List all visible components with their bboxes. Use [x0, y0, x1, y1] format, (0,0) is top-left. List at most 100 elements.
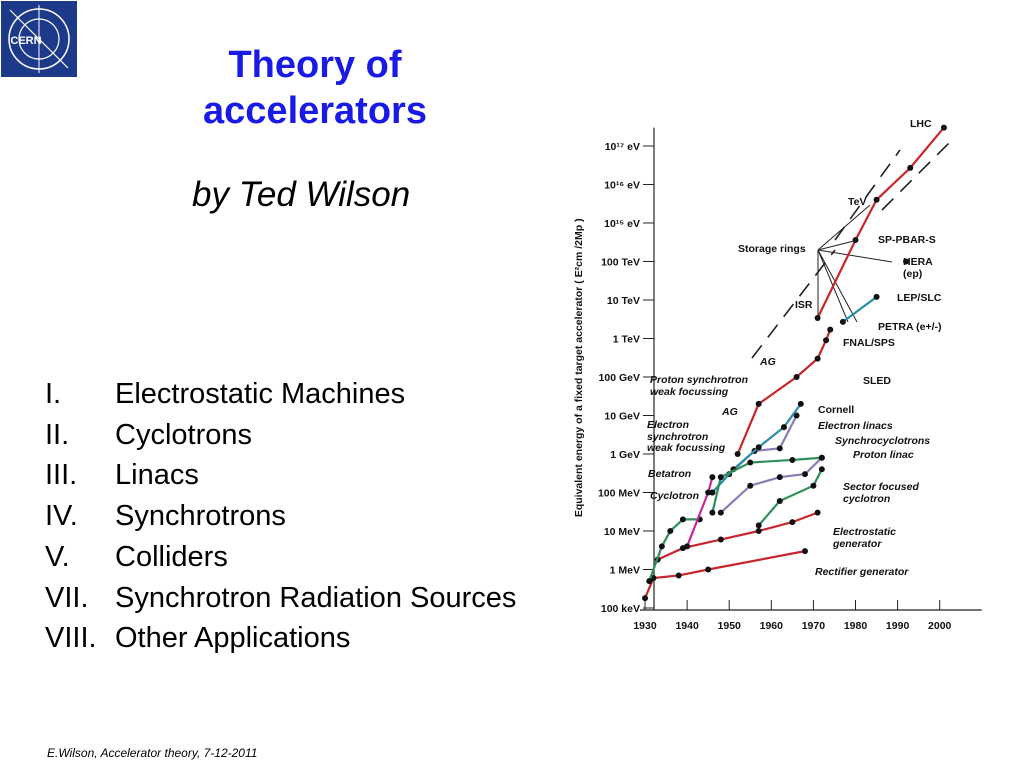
series-label: Cyclotron: [650, 490, 700, 502]
data-point: [776, 445, 783, 452]
data-point: [814, 355, 821, 362]
series-line: [816, 126, 945, 319]
item-text: Other Applications: [115, 622, 351, 655]
data-point: [658, 543, 665, 550]
series-line: [757, 468, 823, 527]
data-point: [810, 482, 817, 489]
y-tick-label: 10¹⁷ eV: [605, 141, 640, 153]
data-point: [755, 522, 762, 529]
y-axis-label: Equivalent energy of a fixed target acce…: [573, 218, 585, 517]
data-point: [755, 444, 762, 451]
data-point: [717, 536, 724, 543]
data-point: [705, 566, 712, 573]
y-tick-label: 100 keV: [601, 603, 640, 615]
x-tick-label: 1960: [760, 620, 784, 632]
data-point: [705, 489, 712, 496]
y-tick-label: 100 TeV: [601, 256, 640, 268]
data-point: [747, 459, 754, 466]
data-point: [797, 400, 804, 407]
data-point: [734, 450, 741, 457]
data-point: [776, 474, 783, 481]
y-tick-label: 10 MeV: [604, 526, 640, 538]
series-label: Proton synchrotron weak focussing: [650, 374, 749, 398]
list-item: II. Cyclotrons: [45, 415, 516, 456]
x-tick-label: 1990: [886, 620, 910, 632]
title: Theory of accelerators: [203, 44, 427, 132]
item-text: Synchrotrons: [115, 500, 286, 533]
y-tick-label: 10¹⁶ eV: [604, 179, 640, 191]
logo-text: CERN: [10, 35, 41, 47]
list-item: V. Colliders: [45, 537, 516, 578]
y-tick-label: 10¹⁵ eV: [604, 218, 640, 230]
data-point: [839, 318, 846, 325]
y-tick-label: 100 MeV: [598, 487, 640, 499]
annotation: ISR: [795, 299, 813, 311]
data-point: [679, 516, 686, 523]
data-point: [814, 509, 821, 516]
data-point: [940, 124, 947, 131]
data-point: [755, 400, 762, 407]
data-point: [814, 315, 821, 322]
annotation: AG: [760, 356, 776, 368]
y-tick-label: 1 GeV: [610, 449, 640, 461]
list-item: I. Electrostatic Machines: [45, 374, 516, 415]
data-point: [780, 424, 787, 431]
series-label: Storage rings: [738, 243, 806, 255]
item-number: VIII.: [45, 622, 97, 655]
annotation: TeV: [848, 196, 867, 208]
y-tick-label: 10 GeV: [604, 410, 640, 422]
data-point: [789, 519, 796, 526]
cern-logo: CERN: [1, 1, 77, 77]
list-item: VIII. Other Applications: [45, 618, 516, 659]
data-point: [873, 293, 880, 300]
fan-lines: [817, 204, 893, 323]
series-label: LEP/SLC: [897, 292, 942, 304]
data-point: [801, 471, 808, 478]
data-point: [776, 498, 783, 505]
series-label: Electron linacs: [818, 420, 893, 432]
data-point: [717, 509, 724, 516]
contents-list: I. Electrostatic Machines II. Cyclotrons III…: [45, 374, 516, 659]
data-point: [818, 466, 825, 473]
series-line: [644, 550, 806, 599]
data-point: [747, 482, 754, 489]
data-point: [818, 454, 825, 461]
series-label: Synchrocyclotrons: [835, 435, 931, 447]
item-text: Cyclotrons: [115, 418, 252, 451]
data-point: [823, 337, 830, 344]
data-point: [684, 543, 691, 550]
annotation: LHC: [910, 118, 932, 130]
data-point: [793, 373, 800, 380]
x-tick-label: 1940: [675, 620, 699, 632]
envelope: [751, 139, 953, 359]
item-text: Electrostatic Machines: [115, 378, 406, 410]
series-label: Rectifier generator: [815, 566, 909, 578]
item-number: VII.: [45, 581, 89, 614]
x-tick-label: 1930: [633, 620, 657, 632]
item-text: Synchrotron Radiation Sources: [115, 581, 517, 614]
list-item: III. Linacs: [45, 455, 516, 496]
data-point: [793, 412, 800, 419]
annotation: SLED: [863, 375, 892, 387]
data-point: [903, 258, 910, 265]
item-text: Linacs: [115, 459, 199, 492]
list-item: IV. Synchrotrons: [45, 496, 516, 537]
annotation: SP-PBAR-S: [878, 234, 936, 246]
data-point: [709, 509, 716, 516]
y-tick-label: 100 GeV: [599, 372, 640, 384]
data-point: [873, 196, 880, 203]
data-point: [709, 474, 716, 481]
data-point: [709, 489, 716, 496]
x-tick-label: 1980: [844, 620, 868, 632]
series-line: [657, 511, 819, 561]
y-tick-label: 1 MeV: [610, 564, 640, 576]
x-tick-label: 1950: [718, 620, 742, 632]
data-point: [646, 578, 653, 585]
annotation: AG: [722, 406, 738, 418]
series-line: [736, 329, 832, 455]
list-item: VII. Synchrotron Radiation Sources: [45, 578, 516, 619]
data-point: [801, 548, 808, 555]
annotation: PETRA (e+/-): [878, 321, 942, 333]
data-point: [827, 326, 834, 333]
